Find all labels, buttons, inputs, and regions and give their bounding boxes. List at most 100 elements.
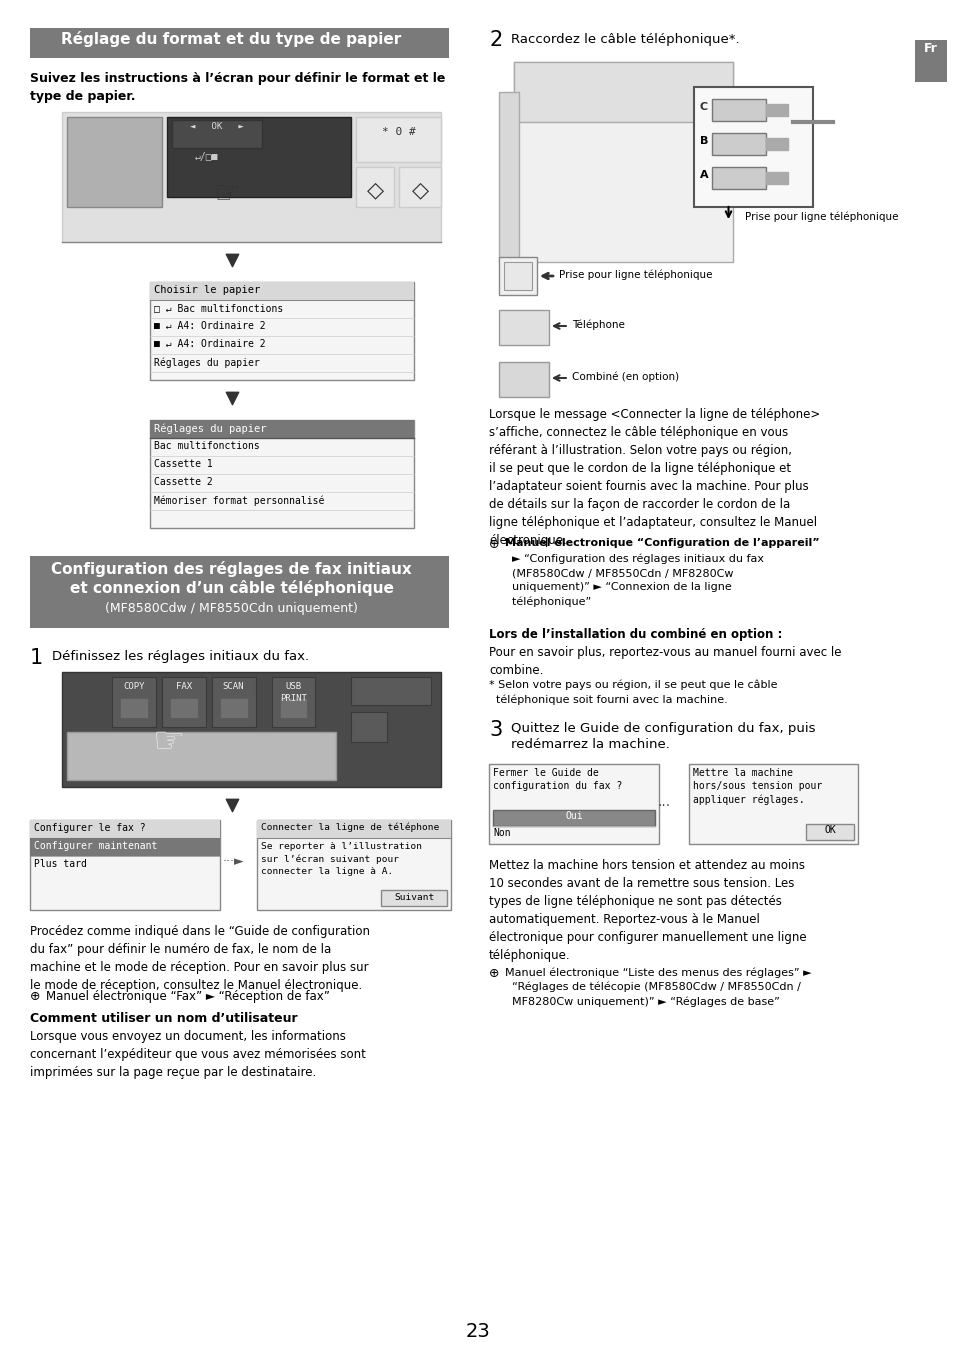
Bar <box>688 764 858 844</box>
Bar <box>805 824 853 840</box>
Text: ◄   OK   ►: ◄ OK ► <box>190 123 243 131</box>
Text: * 0 #: * 0 # <box>382 127 416 137</box>
Bar <box>356 117 440 162</box>
Text: OK: OK <box>823 825 835 834</box>
Bar <box>67 117 162 208</box>
Bar <box>212 677 255 727</box>
Text: Configurer le fax ?: Configurer le fax ? <box>34 824 146 833</box>
Bar <box>167 117 351 197</box>
Bar <box>498 363 548 398</box>
Text: Mettez la machine hors tension et attendez au moins
10 secondes avant de la reme: Mettez la machine hors tension et attend… <box>489 859 806 962</box>
Bar <box>30 820 219 910</box>
Text: 2: 2 <box>489 30 502 50</box>
Text: 1: 1 <box>30 648 43 669</box>
Text: COPY: COPY <box>123 682 145 692</box>
Text: ⊕: ⊕ <box>30 989 41 1003</box>
Text: Comment utiliser un nom d’utilisateur: Comment utiliser un nom d’utilisateur <box>30 1012 297 1024</box>
Bar <box>112 677 155 727</box>
Text: ■ ↵ A4: Ordinaire 2: ■ ↵ A4: Ordinaire 2 <box>153 338 265 349</box>
Text: Cassette 1: Cassette 1 <box>153 460 213 469</box>
Point <box>224 794 239 816</box>
Text: Bac multifonctions: Bac multifonctions <box>153 441 259 452</box>
Text: Configuration des réglages de fax initiaux: Configuration des réglages de fax initia… <box>51 561 412 577</box>
Point <box>224 387 239 408</box>
Text: Mettre la machine
hors/sous tension pour
appliquer réglages.: Mettre la machine hors/sous tension pour… <box>692 768 821 805</box>
Text: ⊕: ⊕ <box>489 538 499 551</box>
Bar <box>711 167 765 189</box>
Text: ···: ··· <box>657 799 670 813</box>
Bar <box>150 282 414 380</box>
Bar <box>514 62 733 123</box>
Text: Fr: Fr <box>923 42 937 55</box>
Text: ☞: ☞ <box>213 181 240 209</box>
Bar <box>398 167 440 208</box>
Text: Suivez les instructions à l’écran pour définir le format et le
type de papier.: Suivez les instructions à l’écran pour d… <box>30 71 445 102</box>
Text: Lorsque vous envoyez un document, les informations
concernant l’expéditeur que v: Lorsque vous envoyez un document, les in… <box>30 1030 366 1078</box>
Point <box>224 249 239 271</box>
Bar <box>711 133 765 155</box>
Bar <box>489 764 658 844</box>
Text: USB
PRINT: USB PRINT <box>280 682 307 702</box>
Text: Réglages du papier: Réglages du papier <box>153 357 259 368</box>
Text: C: C <box>699 102 707 112</box>
Bar <box>219 698 248 718</box>
Text: ◇: ◇ <box>366 181 383 200</box>
Text: B: B <box>699 136 707 146</box>
Text: ◇: ◇ <box>411 181 428 200</box>
Text: Manuel électronique “Liste des menus des réglages” ►: Manuel électronique “Liste des menus des… <box>504 967 811 977</box>
Text: Mémoriser format personnalisé: Mémoriser format personnalisé <box>153 495 324 506</box>
Text: Configurer maintenant: Configurer maintenant <box>34 841 157 851</box>
Bar <box>272 677 315 727</box>
Text: Procédez comme indiqué dans le “Guide de configuration
du fax” pour définir le n: Procédez comme indiqué dans le “Guide de… <box>30 925 370 992</box>
Text: Choisir le papier: Choisir le papier <box>153 284 260 295</box>
Bar <box>30 28 449 58</box>
Bar <box>150 282 414 301</box>
Bar <box>256 820 451 910</box>
Text: Oui: Oui <box>564 811 582 821</box>
Bar <box>172 120 261 148</box>
Text: ■ ↵ A4: Ordinaire 2: ■ ↵ A4: Ordinaire 2 <box>153 321 265 332</box>
Bar <box>62 673 440 787</box>
Text: Quittez le Guide de configuration du fax, puis
redémarrez la machine.: Quittez le Guide de configuration du fax… <box>511 723 815 751</box>
Text: (MF8580Cdw / MF8550Cdn uniquement): (MF8580Cdw / MF8550Cdn uniquement) <box>105 603 357 615</box>
Bar <box>514 62 733 262</box>
Text: Lors de l’installation du combiné en option :: Lors de l’installation du combiné en opt… <box>489 628 781 642</box>
Text: ⊕: ⊕ <box>489 967 499 980</box>
Bar <box>150 421 414 438</box>
Bar <box>693 88 813 208</box>
Text: 23: 23 <box>465 1322 490 1341</box>
Bar <box>170 698 197 718</box>
Bar <box>279 698 307 718</box>
Polygon shape <box>765 137 787 150</box>
Bar <box>914 40 946 82</box>
Bar <box>356 167 394 208</box>
Polygon shape <box>765 173 787 183</box>
Text: Non: Non <box>493 828 510 838</box>
Bar <box>30 838 219 856</box>
Text: Manuel électronique “Fax” ► “Réception de fax”: Manuel électronique “Fax” ► “Réception d… <box>46 989 330 1003</box>
Text: Raccordez le câble téléphonique*.: Raccordez le câble téléphonique*. <box>511 32 739 46</box>
Bar <box>493 810 654 826</box>
Text: Définissez les réglages initiaux du fax.: Définissez les réglages initiaux du fax. <box>52 650 309 663</box>
Polygon shape <box>765 104 787 116</box>
Bar <box>256 820 451 838</box>
Bar <box>67 732 336 780</box>
Bar <box>381 890 447 906</box>
Text: Prise pour ligne téléphonique: Prise pour ligne téléphonique <box>558 270 712 279</box>
Text: SCAN: SCAN <box>223 682 244 692</box>
Text: Suivant: Suivant <box>394 892 434 902</box>
Text: Combiné (en option): Combiné (en option) <box>571 371 679 381</box>
Bar <box>120 698 148 718</box>
Text: □ ↵ Bac multifonctions: □ ↵ Bac multifonctions <box>153 303 283 313</box>
Text: 3: 3 <box>489 720 502 740</box>
Text: “Réglages de télécopie (MF8580Cdw / MF8550Cdn /
  MF8280Cw uniquement)” ► “Régla: “Réglages de télécopie (MF8580Cdw / MF85… <box>504 981 800 1007</box>
Text: Pour en savoir plus, reportez-vous au manuel fourni avec le
combine.: Pour en savoir plus, reportez-vous au ma… <box>489 646 841 677</box>
Bar <box>498 310 548 345</box>
Text: ↵/□■: ↵/□■ <box>194 152 218 162</box>
Bar <box>351 712 387 741</box>
Text: Cassette 2: Cassette 2 <box>153 477 213 487</box>
Bar <box>351 677 431 705</box>
Bar <box>150 421 414 528</box>
Text: Prise pour ligne téléphonique: Prise pour ligne téléphonique <box>744 212 898 222</box>
Bar <box>162 677 206 727</box>
